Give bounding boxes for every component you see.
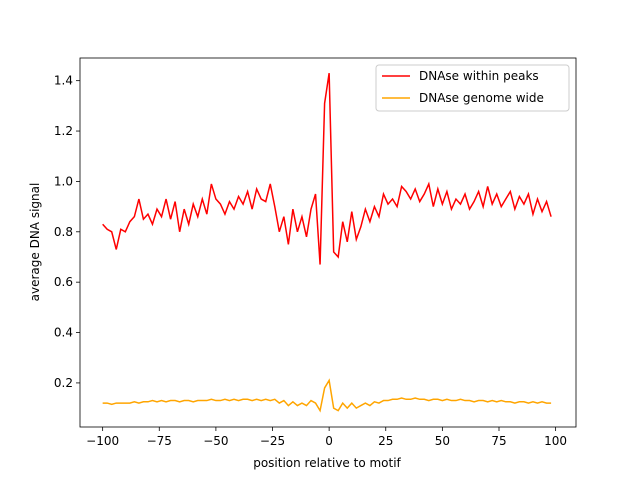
x-tick-label: −100	[86, 434, 119, 448]
y-tick-label: 1.4	[54, 74, 73, 88]
x-tick-label: 75	[491, 434, 506, 448]
y-tick-label: 0.4	[54, 326, 73, 340]
y-tick-label: 0.2	[54, 376, 73, 390]
data-line	[102, 378, 552, 413]
plot-frame	[79, 57, 577, 428]
y-axis-label: average DNA signal	[28, 183, 42, 302]
x-tick-label: 100	[544, 434, 567, 448]
y-tick-label: 1.2	[54, 124, 73, 138]
x-tick-label: 0	[325, 434, 333, 448]
x-tick-label: −50	[203, 434, 228, 448]
x-tick-label: −75	[147, 434, 172, 448]
legend-box	[375, 64, 570, 112]
legend-label: DNAse within peaks	[419, 69, 539, 83]
legend-label: DNAse genome wide	[419, 91, 544, 105]
x-axis-label: position relative to motif	[253, 456, 401, 470]
y-tick-label: 1.0	[54, 174, 73, 188]
x-tick-label: 25	[378, 434, 393, 448]
x-tick-label: 50	[435, 434, 450, 448]
y-tick-label: 0.8	[54, 225, 73, 239]
y-tick-label: 0.6	[54, 275, 73, 289]
data-line	[102, 72, 552, 265]
x-tick-label: −25	[260, 434, 285, 448]
